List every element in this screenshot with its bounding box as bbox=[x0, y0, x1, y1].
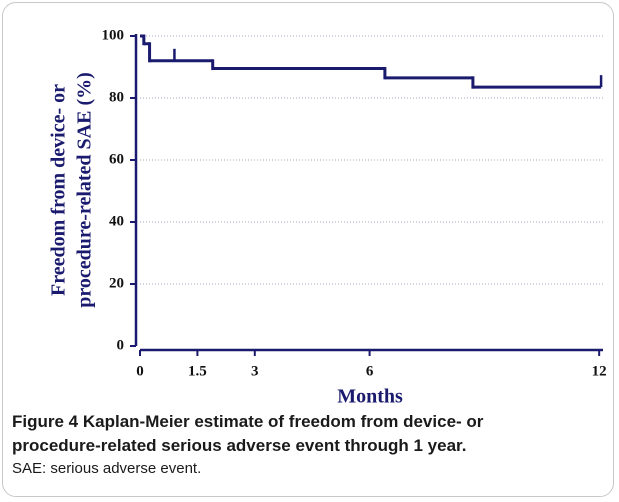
caption-text: Kaplan-Meier estimate of freedom from de… bbox=[12, 412, 484, 455]
x-axis-label: Months bbox=[337, 386, 403, 408]
y-axis-label: procedure-related SAE (%) bbox=[74, 72, 96, 308]
y-tick-label: 60 bbox=[109, 151, 124, 167]
chart: Freedom from device- or procedure-relate… bbox=[48, 27, 607, 408]
y-tick-label: 20 bbox=[109, 275, 124, 291]
y-tick-label: 40 bbox=[109, 213, 124, 229]
x-tick-label: 3 bbox=[251, 363, 259, 379]
x-tick-label: 0 bbox=[136, 363, 144, 379]
x-tick-label: 1.5 bbox=[188, 363, 207, 379]
caption-note: SAE: serious adverse event. bbox=[12, 460, 202, 477]
figure-label: Figure 4 bbox=[12, 412, 79, 431]
x-tick-label: 6 bbox=[366, 363, 374, 379]
y-tick-label: 80 bbox=[109, 89, 124, 105]
caption: Figure 4 Kaplan-Meier estimate of freedo… bbox=[12, 410, 572, 480]
x-tick-label: 12 bbox=[592, 363, 607, 379]
y-tick-label: 100 bbox=[102, 27, 125, 43]
figure-frame bbox=[2, 2, 614, 497]
y-tick-label: 0 bbox=[117, 337, 125, 353]
y-axis-label: Freedom from device- or bbox=[48, 84, 70, 296]
caption-main: Figure 4 Kaplan-Meier estimate of freedo… bbox=[12, 410, 572, 458]
